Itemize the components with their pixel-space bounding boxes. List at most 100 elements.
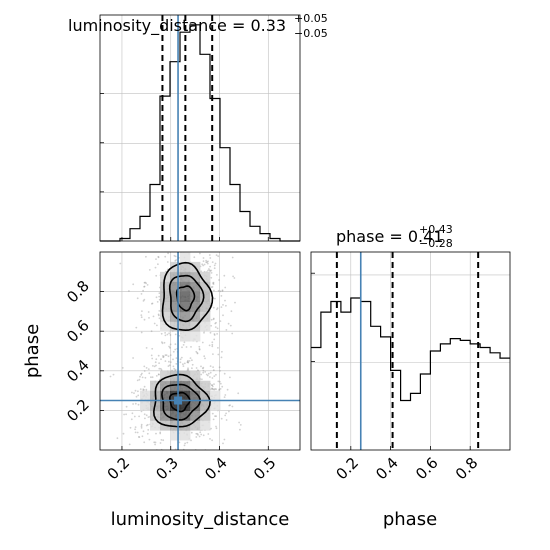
scatter-point xyxy=(180,231,182,233)
scatter-point xyxy=(182,344,185,346)
density-cell xyxy=(180,331,191,342)
scatter-point xyxy=(157,263,159,266)
scatter-point xyxy=(198,348,201,350)
scatter-point xyxy=(140,427,143,429)
scatter-point xyxy=(211,343,214,346)
scatter-point xyxy=(168,364,171,367)
scatter-point xyxy=(212,388,214,391)
scatter-point xyxy=(158,317,161,320)
scatter-point xyxy=(125,413,127,416)
scatter-point xyxy=(139,388,142,390)
scatter-point xyxy=(207,213,209,215)
density-cell xyxy=(160,390,171,401)
contour-line xyxy=(161,383,201,421)
scatter-point xyxy=(141,376,144,379)
scatter-point xyxy=(211,387,214,390)
scatter-point xyxy=(143,281,146,284)
density-cell xyxy=(160,370,171,382)
scatter-point xyxy=(203,263,206,266)
scatter-point xyxy=(160,369,163,371)
scatter-point xyxy=(228,455,230,457)
scatter-point xyxy=(134,389,137,392)
histogram-step xyxy=(311,297,510,402)
scatter-point xyxy=(214,245,216,247)
scatter-point xyxy=(222,442,224,445)
scatter-point xyxy=(187,367,189,370)
scatter-point xyxy=(221,385,224,388)
scatter-point xyxy=(222,314,224,317)
scatter-point xyxy=(200,433,203,436)
scatter-point xyxy=(140,331,143,334)
scatter-point xyxy=(152,315,155,318)
scatter-point xyxy=(212,283,215,285)
scatter-point xyxy=(154,441,157,444)
scatter-point xyxy=(211,341,214,344)
scatter-point xyxy=(158,295,161,298)
scatter-point xyxy=(145,414,148,417)
scatter-point xyxy=(211,384,213,386)
scatter-point xyxy=(169,354,172,356)
scatter-point xyxy=(179,361,182,364)
density-cell xyxy=(160,400,171,411)
scatter-point xyxy=(189,249,191,251)
scatter-point xyxy=(155,274,158,277)
scatter-point xyxy=(155,364,157,367)
scatter-point xyxy=(202,264,205,267)
x-tick-label: 0.4 xyxy=(372,454,402,484)
scatter-point xyxy=(143,389,145,391)
scatter-point xyxy=(150,354,153,357)
scatter-point xyxy=(141,435,144,438)
scatter-point xyxy=(212,353,214,355)
density-cell xyxy=(160,301,171,312)
scatter-point xyxy=(198,435,201,438)
x-tick-label: 0.2 xyxy=(332,454,362,484)
scatter-point xyxy=(212,281,215,284)
scatter-point xyxy=(210,318,213,321)
scatter-point xyxy=(238,421,241,424)
scatter-point xyxy=(213,388,216,391)
density-cell xyxy=(170,291,181,302)
density-cell xyxy=(180,390,191,401)
scatter-point xyxy=(207,269,209,272)
scatter-point xyxy=(233,277,236,279)
scatter-point xyxy=(214,388,216,390)
scatter-point xyxy=(145,424,148,427)
scatter-point xyxy=(155,358,158,361)
density-cell xyxy=(190,271,201,283)
scatter-point xyxy=(145,347,148,349)
scatter-point xyxy=(155,258,157,260)
contour-line xyxy=(168,274,205,323)
scatter-point xyxy=(196,352,199,354)
scatter-point xyxy=(147,311,150,313)
density-cell xyxy=(150,380,161,391)
scatter-point xyxy=(215,254,218,256)
scatter-point xyxy=(224,299,226,302)
scatter-point xyxy=(132,283,135,286)
scatter-point xyxy=(151,376,154,379)
scatter-point xyxy=(157,373,160,376)
scatter-point xyxy=(136,297,139,300)
density-cell xyxy=(160,410,171,421)
scatter-point xyxy=(215,373,217,376)
scatter-point xyxy=(143,285,146,288)
scatter-point xyxy=(136,431,139,434)
scatter-point xyxy=(156,324,158,327)
scatter-point xyxy=(187,361,190,364)
density-cell xyxy=(190,311,201,322)
density-cell xyxy=(180,271,191,283)
scatter-point xyxy=(206,374,209,377)
scatter-point xyxy=(122,432,125,435)
scatter-point xyxy=(212,317,215,320)
scatter-point xyxy=(211,387,213,390)
scatter-point xyxy=(158,362,161,364)
title-phase-minus: −0.28 xyxy=(419,237,453,250)
scatter-point xyxy=(131,391,133,394)
scatter-point xyxy=(140,316,143,319)
quantile-lines-phase xyxy=(335,252,480,450)
scatter-point xyxy=(132,357,135,359)
scatter-point xyxy=(161,342,164,345)
scatter-point xyxy=(148,438,151,441)
scatter-point xyxy=(160,439,163,441)
scatter-point xyxy=(214,326,217,328)
scatter-point xyxy=(206,261,209,263)
